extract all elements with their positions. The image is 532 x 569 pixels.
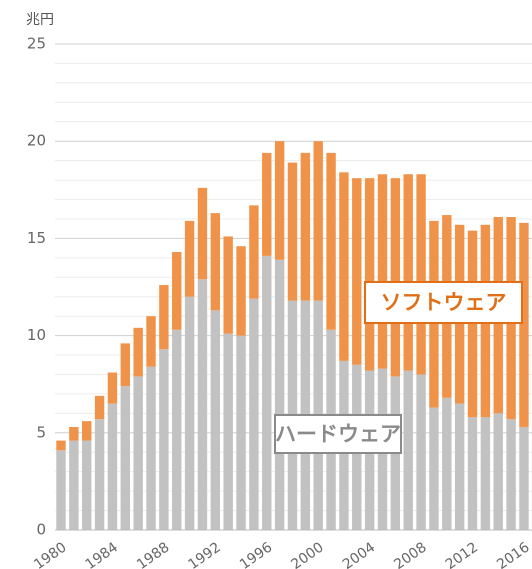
bar-segment: [236, 335, 246, 530]
x-tick-label: 1988: [134, 539, 172, 569]
x-tick-label: 1992: [186, 539, 224, 569]
x-tick-label: 2004: [340, 539, 378, 569]
bar-segment: [56, 450, 66, 530]
bar-segment: [184, 220, 195, 297]
bar-segment: [172, 252, 182, 330]
bar-segment: [184, 296, 195, 530]
y-unit: 兆円: [26, 12, 54, 28]
bar-segment: [107, 403, 118, 530]
bar-segment: [274, 259, 285, 530]
legend-label: ハードウェア: [275, 422, 401, 446]
bar-segment: [236, 246, 246, 336]
bar-segment: [133, 327, 143, 377]
bar-segment: [403, 174, 413, 371]
bar-segment: [364, 178, 375, 371]
bar-segment: [94, 395, 105, 420]
bar-segment: [467, 417, 478, 530]
bar-segment: [262, 152, 272, 256]
bar-segment: [223, 333, 233, 530]
y-tick-label: 5: [36, 423, 46, 441]
bar-segment: [197, 279, 208, 530]
bar-segment: [390, 178, 401, 377]
bar-segment: [94, 419, 105, 530]
x-tick-label: 1984: [83, 539, 121, 569]
bar-segment: [454, 403, 465, 530]
bar-segment: [159, 285, 169, 350]
bar-segment: [120, 343, 130, 387]
bar-segment: [159, 349, 169, 530]
bar-segment: [146, 316, 156, 367]
legend-box: [274, 414, 402, 454]
y-tick-label: 20: [27, 132, 46, 150]
x-tick-label: 1980: [31, 539, 69, 569]
bar-segment: [506, 419, 516, 530]
bar-segment: [133, 376, 143, 530]
bar-segment: [403, 370, 413, 530]
bar-segment: [82, 440, 92, 530]
bar-segment: [442, 397, 452, 530]
bar-segment: [107, 372, 118, 404]
bar-segment: [326, 152, 336, 330]
bar-segment: [493, 413, 503, 530]
bar-segment: [69, 426, 79, 441]
bar-segment: [339, 172, 349, 361]
bar-segment: [210, 310, 221, 530]
bar-segment: [480, 417, 491, 530]
legend-box: [364, 281, 523, 324]
bar-segment: [56, 440, 66, 451]
y-tick-label: 0: [36, 521, 46, 539]
bar-segment: [429, 407, 439, 530]
bar-segment: [519, 222, 529, 427]
bar-segment: [146, 366, 156, 530]
x-tick-label: 1996: [237, 539, 275, 569]
y-tick-label: 25: [27, 35, 46, 53]
y-tick-label: 15: [27, 229, 46, 247]
bar-segment: [249, 205, 259, 299]
legend-label: ソフトウェア: [381, 291, 507, 315]
bar-segment: [287, 162, 298, 301]
x-tick-label: 2008: [391, 539, 429, 569]
bar-segment: [377, 174, 388, 369]
bar-segment: [416, 374, 426, 530]
x-tick-label: 2000: [288, 539, 326, 569]
bar-segment: [274, 141, 285, 260]
bar-segment: [210, 213, 221, 311]
bar-segment: [262, 255, 272, 530]
bar-segment: [120, 386, 130, 530]
bar-segment: [172, 329, 182, 530]
bar-segment: [313, 141, 323, 301]
bar-segment: [416, 174, 426, 375]
bar-segment: [197, 187, 208, 280]
y-tick-label: 10: [27, 326, 46, 344]
bar-segment: [300, 152, 311, 301]
bar-segment: [69, 440, 79, 530]
bar-segment: [82, 421, 92, 441]
x-tick-label: 2012: [443, 539, 481, 569]
bar-segment: [519, 426, 529, 530]
bar-segment: [223, 236, 233, 334]
bar-segment: [249, 298, 259, 530]
x-tick-label: 2016: [494, 539, 532, 569]
bar-segment: [352, 178, 362, 365]
